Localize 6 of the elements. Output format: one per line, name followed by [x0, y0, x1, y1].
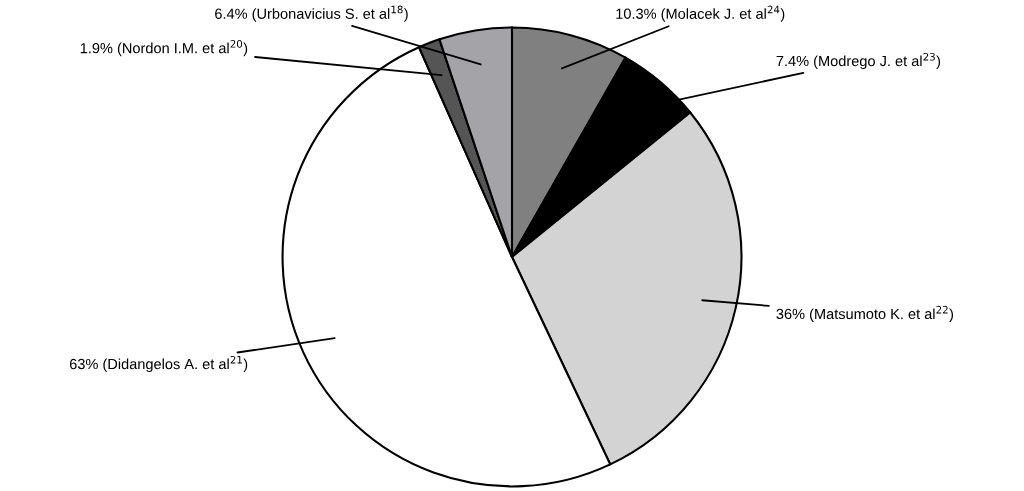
slice-label: 10.3% (Molacek J. et al$^{24}$)	[616, 5, 785, 22]
slice-label: 1.9% (Nordon I.M. et al$^{20}$)	[80, 40, 248, 57]
slice-label: 7.4% (Modrego J. et al$^{23}$)	[776, 52, 941, 70]
slice-label: 63% (Didangelos A. et al$^{21}$)	[69, 355, 248, 373]
slice-label: 36% (Matsumoto K. et al$^{22}$)	[776, 305, 954, 322]
slice-label: 6.4% (Urbonavicius S. et al$^{18}$)	[215, 5, 408, 22]
